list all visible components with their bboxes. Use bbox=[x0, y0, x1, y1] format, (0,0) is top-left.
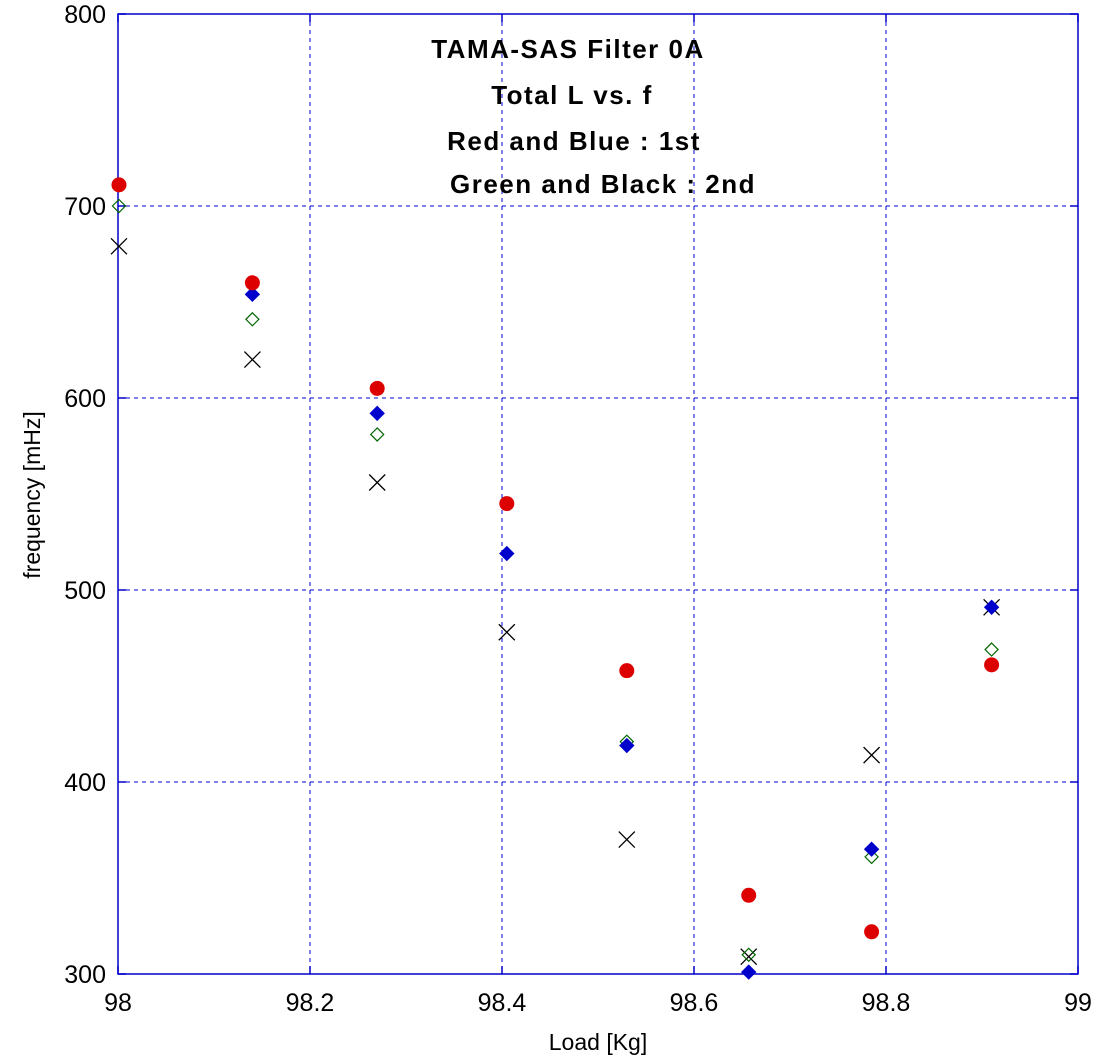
y-tick-label: 600 bbox=[64, 385, 106, 413]
data-point-x bbox=[863, 746, 881, 764]
data-points bbox=[110, 177, 1001, 980]
data-point-x bbox=[740, 948, 758, 966]
data-point-filled-circle bbox=[741, 887, 757, 903]
grid-lines bbox=[118, 14, 1078, 974]
data-point-filled-diamond bbox=[983, 599, 1000, 615]
y-tick-label: 400 bbox=[64, 769, 106, 797]
data-point-x bbox=[368, 474, 386, 491]
data-point-x bbox=[110, 237, 128, 255]
data-point-filled-diamond bbox=[244, 286, 261, 303]
x-tick-label: 98.4 bbox=[478, 989, 527, 1017]
data-point-open-diamond bbox=[864, 849, 879, 865]
data-point-filled-circle bbox=[864, 924, 880, 940]
data-point-filled-diamond bbox=[863, 841, 880, 857]
data-point-filled-diamond bbox=[619, 737, 635, 754]
data-point-filled-circle bbox=[984, 657, 1000, 673]
data-point-open-diamond bbox=[984, 642, 999, 657]
chart-title-line-1: TAMA-SAS Filter 0A bbox=[431, 34, 705, 64]
axis-ticks: 98 98.2 98.4 98.6 98.8 99 300 400 500 600 700 800 bbox=[64, 1, 1092, 1017]
data-point-filled-circle bbox=[111, 177, 127, 193]
data-point-filled-circle bbox=[619, 663, 635, 679]
data-point-open-diamond bbox=[741, 947, 757, 963]
x-tick-label: 98.2 bbox=[286, 989, 335, 1017]
data-point-filled-diamond bbox=[741, 964, 757, 980]
data-point-x bbox=[618, 831, 636, 849]
x-tick-label: 98.6 bbox=[670, 989, 719, 1017]
chart-title-line-4: Green and Black : 2nd bbox=[450, 169, 756, 199]
y-tick-label: 700 bbox=[64, 193, 106, 221]
data-point-x bbox=[498, 623, 516, 641]
data-point-filled-diamond bbox=[499, 545, 515, 562]
chart-title-line-2: Total L vs. f bbox=[491, 80, 653, 110]
x-tick-label: 98.8 bbox=[862, 989, 911, 1017]
data-point-open-diamond bbox=[369, 427, 385, 442]
data-point-filled-circle bbox=[369, 380, 385, 396]
y-tick-label: 300 bbox=[64, 961, 106, 989]
x-axis-label: Load [Kg] bbox=[549, 1029, 647, 1055]
x-tick-label: 98 bbox=[104, 989, 132, 1017]
plot-frame bbox=[117, 13, 1079, 975]
data-point-filled-diamond bbox=[369, 405, 385, 422]
plot-area bbox=[118, 14, 1078, 974]
data-point-x bbox=[243, 351, 261, 369]
data-point-open-diamond bbox=[245, 311, 260, 327]
x-tick-label: 99 bbox=[1064, 989, 1092, 1017]
data-point-filled-circle bbox=[499, 496, 515, 512]
y-tick-label: 800 bbox=[64, 1, 106, 29]
chart-title-line-3: Red and Blue : 1st bbox=[447, 126, 701, 156]
data-point-filled-circle bbox=[244, 275, 260, 291]
y-axis-label: frequency [mHz] bbox=[19, 411, 45, 578]
y-tick-label: 500 bbox=[64, 577, 106, 605]
data-point-open-diamond bbox=[111, 198, 127, 214]
